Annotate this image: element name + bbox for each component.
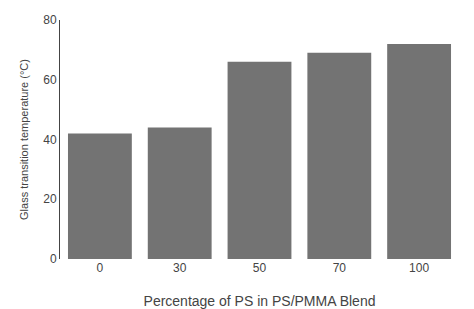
svg-text:50: 50	[253, 261, 267, 275]
svg-text:20: 20	[43, 192, 57, 206]
svg-text:60: 60	[43, 73, 57, 87]
svg-text:40: 40	[43, 133, 57, 147]
svg-text:30: 30	[173, 261, 187, 275]
svg-text:100: 100	[409, 261, 429, 275]
svg-text:Percentage of PS in PS/PMMA Bl: Percentage of PS in PS/PMMA Blend	[144, 293, 376, 309]
svg-text:Glass transition temperature (: Glass transition temperature (°C)	[18, 59, 30, 220]
svg-text:70: 70	[333, 261, 347, 275]
svg-text:0: 0	[50, 252, 57, 266]
svg-text:0: 0	[97, 261, 104, 275]
svg-text:80: 80	[43, 13, 57, 27]
